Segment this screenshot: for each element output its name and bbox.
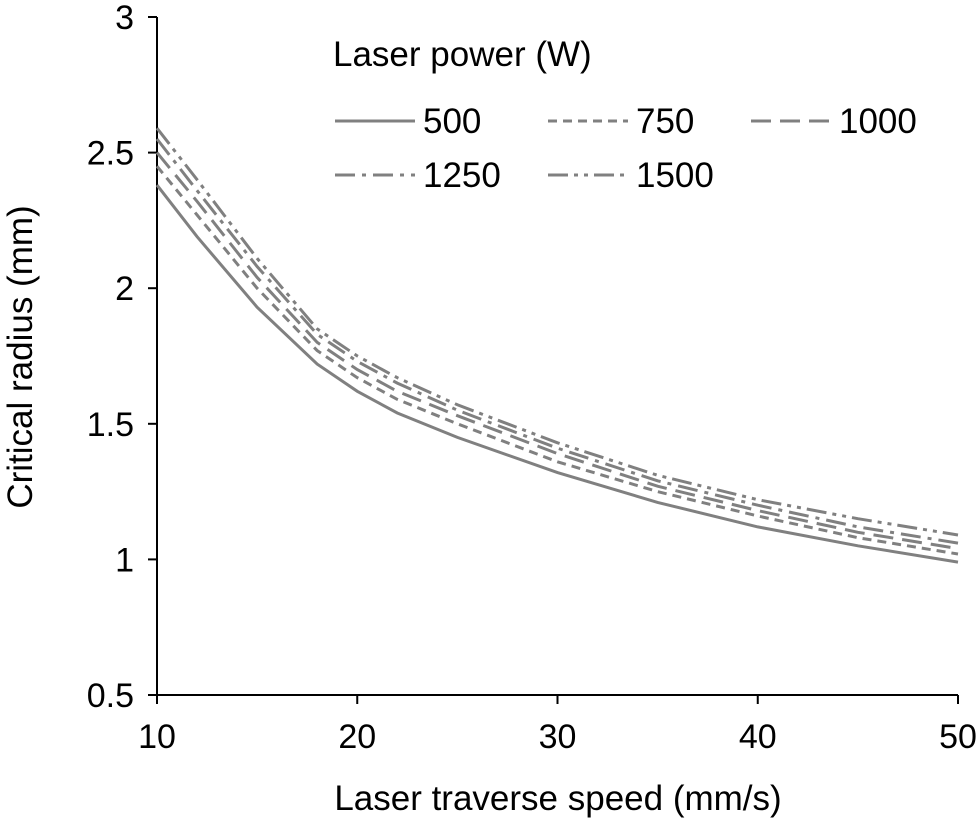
legend-title: Laser power (W) — [333, 35, 592, 74]
legend-label-500: 500 — [423, 102, 481, 141]
x-tick-label: 40 — [739, 718, 777, 756]
legend-label-1500: 1500 — [636, 156, 714, 195]
series-line-500 — [155, 184, 959, 564]
x-tick-label: 10 — [138, 718, 176, 756]
x-tick-label: 20 — [338, 718, 376, 756]
series-line-1000 — [155, 151, 959, 551]
x-tick-label: 50 — [939, 718, 977, 756]
y-tick-label: 0.5 — [87, 677, 134, 715]
series-line-1500 — [155, 127, 959, 537]
legend-label-1250: 1250 — [423, 156, 501, 195]
y-tick-label: 2 — [115, 270, 134, 308]
y-tick-label: 1 — [115, 541, 134, 579]
axis-ticks: 10 20 30 40 50 0.5 1 1.5 2 2.5 3 — [87, 0, 977, 756]
series-line-750 — [155, 165, 959, 556]
y-axis-title: Critical radius (mm) — [1, 205, 40, 508]
x-axis-title: Laser traverse speed (mm/s) — [334, 779, 781, 818]
legend-label-1000: 1000 — [839, 102, 917, 141]
legend: Laser power (W) 500 750 1000 1250 1500 — [333, 35, 917, 195]
y-tick-label: 3 — [115, 0, 134, 37]
y-tick-label: 1.5 — [87, 406, 134, 444]
y-tick-label: 2.5 — [87, 135, 134, 173]
series-lines — [155, 127, 959, 564]
axes — [156, 17, 958, 696]
x-tick-label: 30 — [539, 718, 577, 756]
legend-label-750: 750 — [636, 102, 694, 141]
series-line-1250 — [155, 138, 959, 545]
